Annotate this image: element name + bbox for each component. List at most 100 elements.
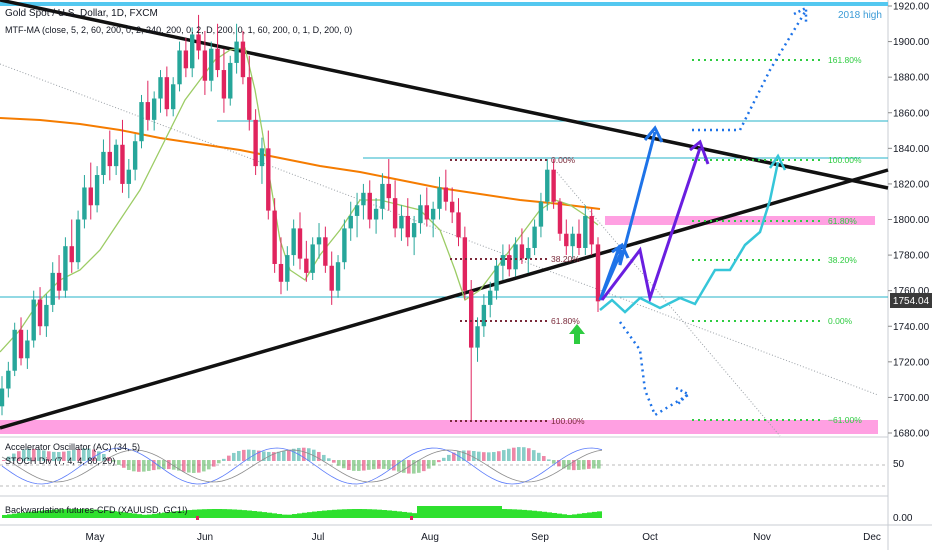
osc-bar bbox=[497, 451, 501, 461]
y-tick-label: 1860.00 bbox=[893, 108, 930, 119]
osc-bar bbox=[172, 460, 176, 470]
osc-bar bbox=[242, 449, 246, 461]
indicator-legend: MTF-MA (close, 5, 2, 60, 200, 0, 2, 240,… bbox=[5, 25, 352, 35]
candle bbox=[373, 198, 379, 234]
candle bbox=[589, 208, 594, 256]
candle bbox=[468, 279, 474, 421]
back-bar bbox=[492, 506, 497, 518]
fib-right-100-label: 100.00% bbox=[828, 155, 862, 165]
fib-right-1618-label: 161.80% bbox=[828, 55, 862, 65]
candle-body bbox=[595, 244, 601, 302]
osc-bar bbox=[112, 460, 116, 462]
x-tick-label: Jun bbox=[197, 532, 213, 543]
projection-blue-arrowhead bbox=[643, 125, 664, 143]
candle-body bbox=[12, 329, 17, 371]
stoch-k-line bbox=[1, 447, 603, 485]
candle bbox=[443, 169, 449, 211]
back-bar bbox=[382, 510, 387, 518]
candle-body bbox=[202, 50, 208, 81]
back-bar bbox=[377, 509, 382, 518]
osc-bar bbox=[402, 460, 406, 473]
candle-body bbox=[392, 198, 398, 229]
candle bbox=[418, 194, 423, 234]
oscillator-panel[interactable] bbox=[0, 447, 888, 487]
candle bbox=[170, 77, 176, 117]
candle bbox=[304, 240, 309, 282]
candle bbox=[259, 137, 265, 184]
candle-body bbox=[354, 205, 360, 216]
back-bar bbox=[177, 510, 182, 518]
candle bbox=[532, 219, 537, 256]
osc-bar bbox=[547, 459, 551, 461]
back-bar bbox=[202, 509, 207, 518]
osc-bar bbox=[312, 449, 316, 461]
osc-bar bbox=[132, 460, 136, 472]
candle-body bbox=[532, 226, 537, 248]
candle bbox=[424, 187, 430, 227]
back-bar bbox=[257, 511, 262, 518]
fib-zone-bottom bbox=[0, 420, 878, 434]
osc-title-1: Accelerator Oscillator (AC) (34, 5) bbox=[5, 442, 140, 452]
osc-bar bbox=[347, 460, 351, 470]
osc-bar bbox=[512, 447, 516, 461]
candle-body bbox=[234, 41, 239, 63]
osc-bar bbox=[237, 450, 241, 461]
candle-body bbox=[50, 272, 55, 305]
candle bbox=[545, 159, 550, 211]
candle-body bbox=[285, 255, 290, 282]
candle bbox=[405, 198, 410, 247]
osc-ytick: 50 bbox=[893, 459, 905, 470]
osc-bar bbox=[592, 460, 596, 469]
osc-bar bbox=[327, 458, 331, 461]
candle-body bbox=[481, 304, 487, 327]
osc-bar bbox=[127, 460, 131, 470]
candle-body bbox=[253, 119, 258, 167]
osc-bar bbox=[427, 460, 431, 469]
back-bar bbox=[137, 514, 142, 518]
candle bbox=[278, 237, 284, 295]
candle bbox=[164, 66, 170, 117]
back-bar bbox=[247, 510, 252, 518]
osc-bar bbox=[207, 460, 211, 470]
y-tick-label: 1680.00 bbox=[893, 429, 930, 440]
candle bbox=[253, 109, 258, 176]
candle-body bbox=[107, 151, 112, 167]
back-bar bbox=[237, 509, 242, 518]
back-bar bbox=[447, 506, 452, 518]
candle bbox=[526, 237, 531, 273]
y-tick-label: 1720.00 bbox=[893, 357, 930, 368]
candle bbox=[126, 159, 132, 199]
back-ytick: 0.00 bbox=[893, 513, 913, 524]
backwardation-panel[interactable] bbox=[2, 506, 602, 520]
back-bar bbox=[117, 511, 122, 518]
candle-body bbox=[158, 77, 163, 99]
osc-bar bbox=[507, 448, 511, 461]
candle bbox=[202, 30, 208, 95]
candle-body bbox=[291, 228, 296, 256]
osc-bar bbox=[412, 460, 416, 474]
candles[interactable] bbox=[0, 14, 601, 421]
back-bar bbox=[352, 509, 357, 518]
osc-bar bbox=[202, 460, 206, 472]
x-axis[interactable]: May Jun Jul Aug Sep Oct Nov Dec bbox=[86, 532, 881, 543]
back-bar bbox=[47, 509, 52, 518]
back-bar bbox=[282, 514, 287, 518]
osc-bar bbox=[532, 450, 536, 461]
fib-right-0-label: 0.00% bbox=[828, 316, 853, 326]
fib-left-382-label: 38.20% bbox=[551, 254, 580, 264]
back-bar bbox=[127, 512, 132, 518]
back-bar bbox=[507, 509, 512, 518]
osc-bar bbox=[97, 451, 101, 461]
y-axis[interactable]: 1920.00 1900.00 1880.00 1860.00 1840.00 1820.… bbox=[888, 2, 930, 440]
osc-bar bbox=[72, 449, 76, 461]
back-bar bbox=[222, 509, 227, 518]
candle bbox=[44, 294, 49, 337]
back-bar bbox=[142, 514, 147, 518]
candle-body bbox=[247, 77, 252, 120]
candle bbox=[94, 166, 100, 213]
back-bar bbox=[462, 506, 467, 518]
candle-body bbox=[126, 169, 132, 184]
candle-body bbox=[583, 215, 588, 248]
